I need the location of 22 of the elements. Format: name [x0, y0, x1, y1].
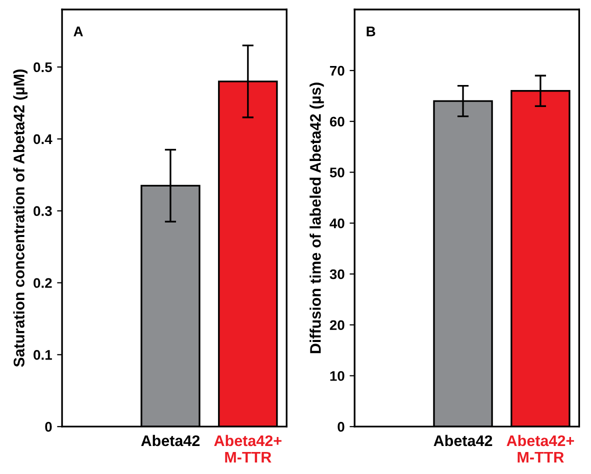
y-tick-label: 0 — [45, 422, 52, 432]
x-tick-label: Abeta42 — [141, 434, 200, 446]
x-tick-label: Abeta42+ M-TTR — [506, 434, 574, 462]
y-tick-label: 10 — [330, 371, 344, 381]
y-tick-label: 40 — [330, 218, 344, 228]
x-tick-label: Abeta42+ M-TTR — [214, 434, 282, 462]
y-tick-label: 50 — [330, 168, 344, 178]
y-tick-label: 0.5 — [34, 62, 52, 72]
y-axis-title: Saturation concentration of Abeta42 (µM) — [13, 70, 28, 367]
y-tick-label: 0 — [338, 422, 344, 432]
text: A — [74, 26, 83, 36]
y-axis-title: Diffusion time of labeled Abeta42 (µs) — [310, 82, 324, 354]
text: B — [366, 26, 376, 36]
y-tick-label: 60 — [330, 116, 344, 127]
y-tick-label: 0.2 — [34, 278, 52, 288]
y-tick-label: 0.1 — [34, 350, 52, 360]
y-tick-label: 0.4 — [34, 134, 52, 144]
y-tick-label: 70 — [330, 66, 344, 76]
x-tick-label: Abeta42 — [434, 434, 492, 446]
y-tick-label: 30 — [330, 269, 344, 280]
y-tick-label: 0.3 — [34, 206, 52, 216]
y-tick-label: 20 — [330, 320, 344, 330]
